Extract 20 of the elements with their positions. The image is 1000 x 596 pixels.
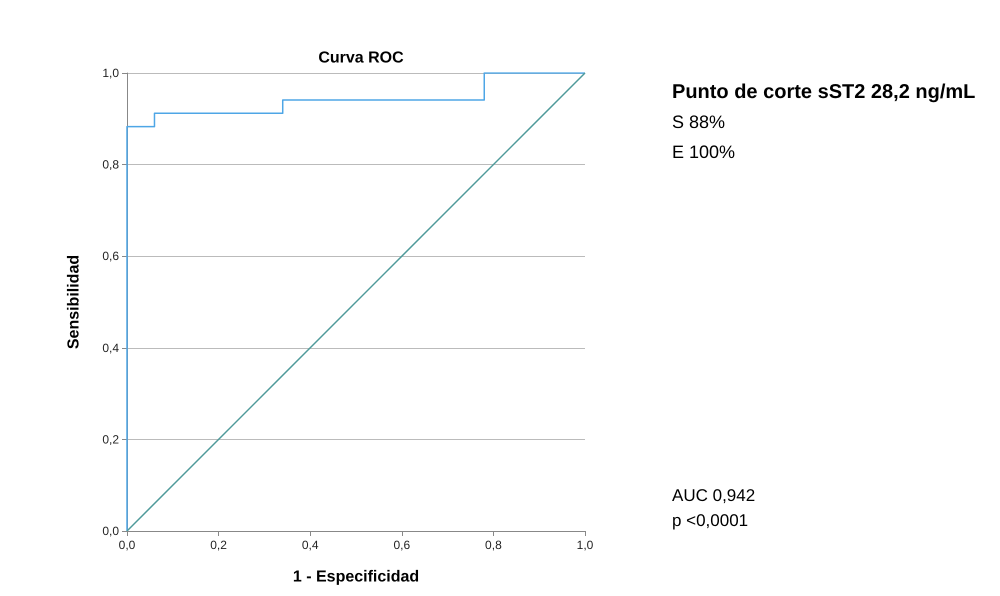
x-tick-label: 0,8 <box>485 538 502 552</box>
x-tick-label: 0,2 <box>210 538 228 552</box>
text: AUC 0,942 <box>672 486 756 505</box>
y-tick-label: 0,0 <box>102 524 120 538</box>
y-tick-label: 0,2 <box>102 432 120 446</box>
y-axis-title: Sensibilidad <box>66 254 82 350</box>
text: Punto de corte sST2 28,2 ng/mL <box>672 81 976 103</box>
chart-title: Curva ROC <box>318 50 404 66</box>
text: E 100% <box>672 142 736 162</box>
y-tick-label: 0,4 <box>102 340 120 355</box>
x-axis-title: 1 - Especificidad <box>292 568 420 586</box>
y-tick-label: 0,8 <box>102 158 120 172</box>
x-tick-label: 1,0 <box>576 538 594 552</box>
text: S 88% <box>672 112 726 132</box>
y-tick-label: 0,6 <box>102 249 120 264</box>
x-tick-label: 0,4 <box>302 538 319 552</box>
text: p <0,0001 <box>672 511 748 530</box>
x-tick-label: 0,6 <box>393 538 410 552</box>
y-tick-label: 1,0 <box>102 66 120 80</box>
x-tick-label: 0,0 <box>118 538 136 552</box>
